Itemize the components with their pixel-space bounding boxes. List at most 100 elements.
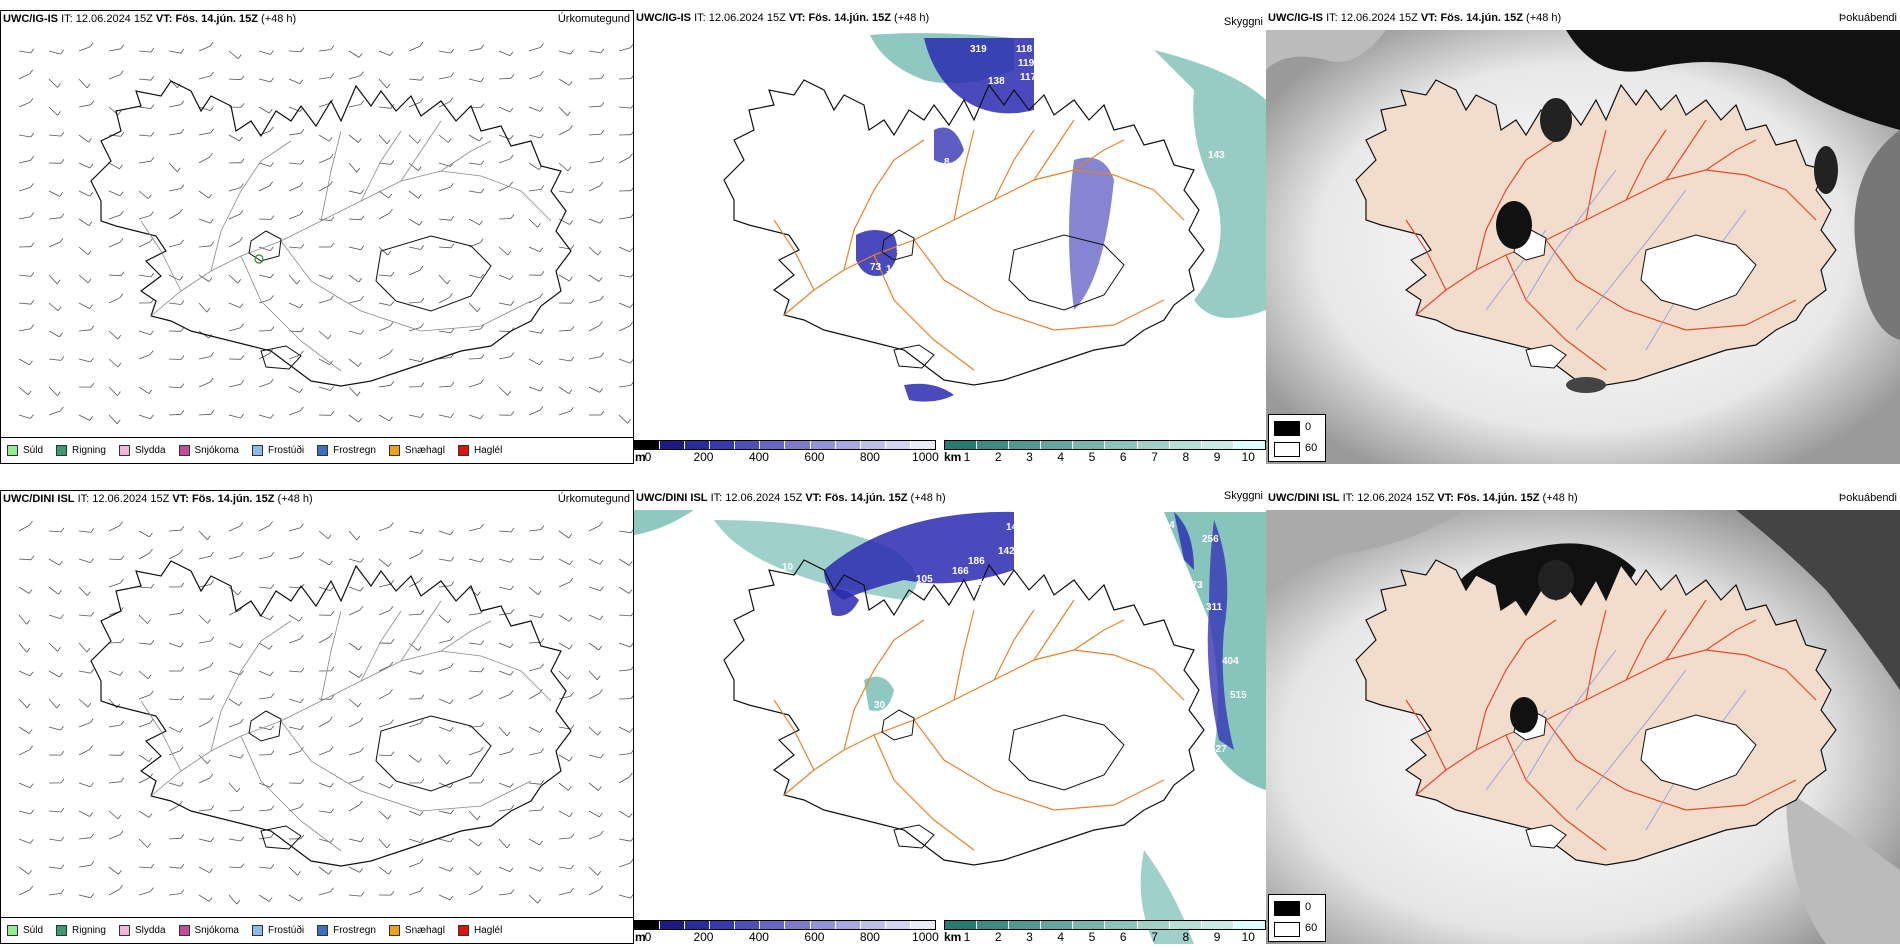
cloud-label: 117 bbox=[1020, 72, 1037, 83]
colorbar-tick: 800 bbox=[859, 930, 880, 944]
cloud-label: 694 bbox=[1158, 520, 1175, 531]
legend-label: Súld bbox=[23, 925, 44, 936]
fog-legend: 0 60 bbox=[1268, 414, 1326, 462]
cloud-label: 30 bbox=[874, 700, 886, 711]
panel-parameter: Skyggni bbox=[1223, 16, 1263, 28]
cloud-label: 166 bbox=[952, 566, 969, 577]
colorbar-tick: 800 bbox=[859, 450, 880, 464]
colorbar-tick: 2 bbox=[994, 450, 1002, 464]
precip-legend-item: Súld bbox=[7, 445, 43, 456]
iceland-outline bbox=[90, 560, 572, 867]
colorbar-tick: 4 bbox=[1057, 450, 1065, 464]
cloud-label: 73 bbox=[870, 262, 882, 273]
legend-swatch bbox=[7, 445, 18, 456]
colorbar-tick: 5 bbox=[1088, 930, 1096, 944]
colorbar-tick: 7 bbox=[1151, 930, 1158, 944]
cloud-label: 435 bbox=[1136, 520, 1153, 531]
legend-swatch bbox=[178, 925, 190, 936]
legend-label: Rigning bbox=[72, 925, 106, 936]
legend-label: Snjókoma bbox=[194, 445, 239, 456]
precip-legend-item: Frostúði bbox=[251, 445, 305, 456]
legend-swatch bbox=[388, 925, 400, 936]
cloud-label: 15 bbox=[974, 580, 986, 591]
legend-label: Frostúði bbox=[267, 445, 305, 456]
legend-label: Súld bbox=[23, 445, 44, 456]
cloud-label: 256 bbox=[1202, 534, 1219, 545]
cloud-label: 404 bbox=[1222, 656, 1239, 667]
legend-swatch bbox=[56, 445, 68, 456]
legend-label: Slydda bbox=[134, 445, 166, 456]
cloud-label: 311 bbox=[1206, 602, 1223, 613]
precip-legend-item: Frostregn bbox=[317, 925, 376, 936]
rain-spot bbox=[254, 254, 264, 264]
precip-legend-item: Rigning bbox=[56, 445, 106, 456]
colorbar-tick: 200 bbox=[693, 450, 714, 464]
height-colorbar bbox=[634, 440, 936, 450]
cloud-panel-row1: UWC/IG-IS IT: 12.06.2024 15Z VT: Fös. 14… bbox=[634, 10, 1266, 464]
legend-label: Rigning bbox=[72, 445, 106, 456]
cloud-panel-row2: UWC/DINI ISL IT: 12.06.2024 15Z VT: Fös.… bbox=[634, 490, 1266, 944]
legend-swatch bbox=[251, 925, 263, 936]
colorbar-tick: 0 bbox=[644, 930, 652, 944]
precip-legend: Súld Rigning Slydda Snjókoma Frostúði Frostre… bbox=[1, 917, 633, 943]
colorbar-tick: 1000 bbox=[912, 930, 939, 944]
cloud-map: 319 118 119 117 138 8 50 73 1 55 143 7 bbox=[723, 33, 1266, 402]
cloud-label: 140 bbox=[1006, 522, 1023, 533]
colorbars: m 0 200 400 600 800 1000 km 1 2 3 4 5 6 7 8 9 10 bbox=[634, 438, 1266, 464]
precip-legend-item: Frostregn bbox=[317, 445, 376, 456]
cloud-label: 10 bbox=[782, 562, 794, 573]
precip-legend-item: Slydda bbox=[118, 925, 166, 936]
legend-label: Frostúði bbox=[267, 925, 305, 936]
legend-swatch bbox=[118, 925, 130, 936]
precip-legend-item: Haglél bbox=[457, 445, 503, 456]
panel-title: UWC/DINI ISL IT: 12.06.2024 15Z VT: Fös.… bbox=[1268, 492, 1578, 504]
wind-barbs bbox=[18, 41, 633, 425]
height-unit: m bbox=[635, 930, 646, 944]
legend-label: Haglél bbox=[473, 445, 503, 456]
precip-map bbox=[18, 41, 633, 425]
colorbar-tick: 4 bbox=[1057, 930, 1065, 944]
panel-parameter: Úrkomutegund bbox=[557, 493, 630, 505]
fog-panel-row2: UWC/DINI ISL IT: 12.06.2024 15Z VT: Fös.… bbox=[1266, 490, 1900, 944]
precip-legend-item: Snæhagl bbox=[388, 445, 445, 456]
colorbar-tick: 600 bbox=[804, 930, 825, 944]
colorbar-tick: 5 bbox=[1088, 450, 1096, 464]
precip-legend-item: Snæhagl bbox=[388, 925, 445, 936]
panel-parameter: Þokuábendi bbox=[1838, 12, 1897, 24]
fog-legend-swatch bbox=[1274, 922, 1300, 937]
legend-swatch bbox=[178, 445, 190, 456]
iceland-outline bbox=[90, 80, 572, 387]
panel-title: UWC/DINI ISL IT: 12.06.2024 15Z VT: Fös.… bbox=[636, 492, 946, 504]
legend-label: Snæhagl bbox=[404, 445, 445, 456]
colorbars: m 0 200 400 600 800 1000 km 1 2 3 4 5 6 7 8 9 10 bbox=[634, 918, 1266, 944]
precip-legend-item: Rigning bbox=[56, 925, 106, 936]
cloud-label: 1 bbox=[886, 264, 892, 275]
model-name: UWC/IG-IS bbox=[3, 13, 58, 25]
colorbar-tick: 7 bbox=[1151, 450, 1158, 464]
panel-title: UWC/IG-IS IT: 12.06.2024 15Z VT: Fös. 14… bbox=[1268, 12, 1562, 24]
cloud-label: 119 bbox=[1018, 58, 1035, 69]
precip-panel-row2: UWC/DINI ISL IT: 12.06.2024 15Z VT: Fös.… bbox=[0, 490, 634, 944]
height-colorbar bbox=[634, 920, 936, 930]
precip-legend-item: Slydda bbox=[118, 445, 166, 456]
fog-map bbox=[1266, 510, 1900, 944]
colorbar-tick: 10 bbox=[1241, 450, 1255, 464]
visibility-unit: km bbox=[944, 930, 962, 944]
colorbar-tick: 0 bbox=[644, 450, 652, 464]
panel-title: UWC/DINI ISL IT: 12.06.2024 15Z VT: Fös.… bbox=[3, 493, 313, 505]
cloud-base-labels: 140 142 186 166 15 435 694 256 245 273 3… bbox=[782, 520, 1247, 755]
legend-label: Snæhagl bbox=[404, 925, 445, 936]
panel-parameter: Úrkomutegund bbox=[557, 13, 630, 25]
fog-map bbox=[1266, 30, 1900, 464]
colorbar-tick: 1000 bbox=[912, 450, 939, 464]
cloud-base-labels: 319 118 119 117 138 8 50 73 1 55 143 7 bbox=[856, 44, 1225, 287]
visibility-colorbar bbox=[944, 440, 1266, 450]
colorbar-tick: 9 bbox=[1213, 450, 1221, 464]
legend-label: Frostregn bbox=[333, 445, 376, 456]
cloud-label: 273 bbox=[1186, 580, 1203, 591]
cloud-label: 16 bbox=[896, 690, 908, 701]
precip-legend-item: Haglél bbox=[457, 925, 502, 936]
legend-label: Snjókoma bbox=[194, 925, 239, 936]
colorbar-tick: 600 bbox=[804, 450, 825, 464]
model-name: UWC/DINI ISL bbox=[3, 493, 75, 505]
